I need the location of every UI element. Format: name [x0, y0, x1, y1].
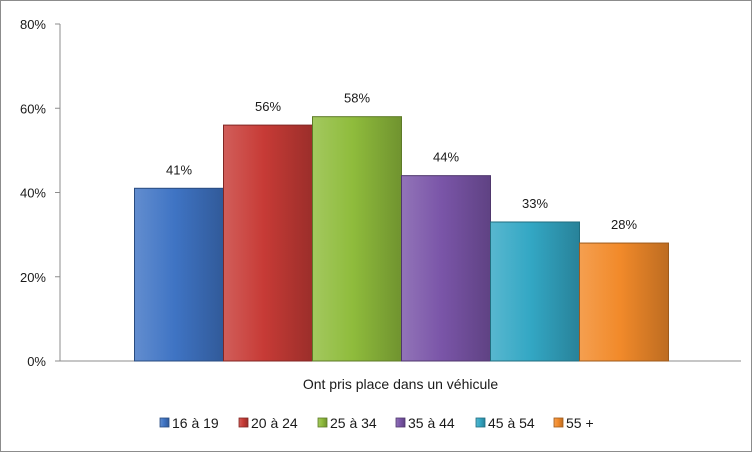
legend-label: 55 + — [566, 415, 594, 431]
y-tick-label: 80% — [20, 17, 46, 32]
legend-swatch — [317, 417, 328, 428]
bar-55 — [579, 242, 669, 362]
bar-35-44 — [401, 175, 491, 362]
y-tick-label: 40% — [20, 186, 46, 201]
data-label: 44% — [433, 150, 459, 165]
data-label: 56% — [255, 99, 281, 114]
bars — [134, 116, 669, 362]
legend-item: 25 à 34 — [317, 415, 377, 431]
bar-25-34 — [312, 116, 402, 362]
legend-item: 20 à 24 — [238, 415, 298, 431]
category-label: Ont pris place dans un véhicule — [303, 376, 499, 392]
legend-label: 35 à 44 — [408, 415, 455, 431]
legend-swatch — [238, 417, 249, 428]
y-tick-label: 20% — [20, 270, 46, 285]
bar-20-24 — [223, 124, 313, 362]
bar-45-54 — [490, 221, 580, 362]
data-label: 33% — [522, 196, 548, 211]
legend-swatch — [475, 417, 486, 428]
data-labels: 41% 56% 58% 44% 33% 28% — [166, 91, 637, 232]
legend: 16 à 19 20 à 24 25 à 34 35 à 44 45 à 54 55 + — [159, 415, 594, 431]
y-tick-label: 60% — [20, 101, 46, 116]
data-label: 28% — [611, 217, 637, 232]
legend-swatch — [159, 417, 170, 428]
legend-item: 45 à 54 — [475, 415, 535, 431]
legend-label: 45 à 54 — [488, 415, 535, 431]
data-label: 58% — [344, 91, 370, 106]
legend-label: 16 à 19 — [172, 415, 219, 431]
legend-swatch — [553, 417, 564, 428]
y-tick-label: 0% — [27, 354, 46, 369]
bar-16-19 — [134, 187, 224, 362]
legend-label: 20 à 24 — [251, 415, 298, 431]
legend-item: 16 à 19 — [159, 415, 219, 431]
legend-item: 55 + — [553, 415, 594, 431]
legend-label: 25 à 34 — [330, 415, 377, 431]
data-label: 41% — [166, 162, 192, 177]
legend-swatch — [395, 417, 406, 428]
legend-item: 35 à 44 — [395, 415, 455, 431]
